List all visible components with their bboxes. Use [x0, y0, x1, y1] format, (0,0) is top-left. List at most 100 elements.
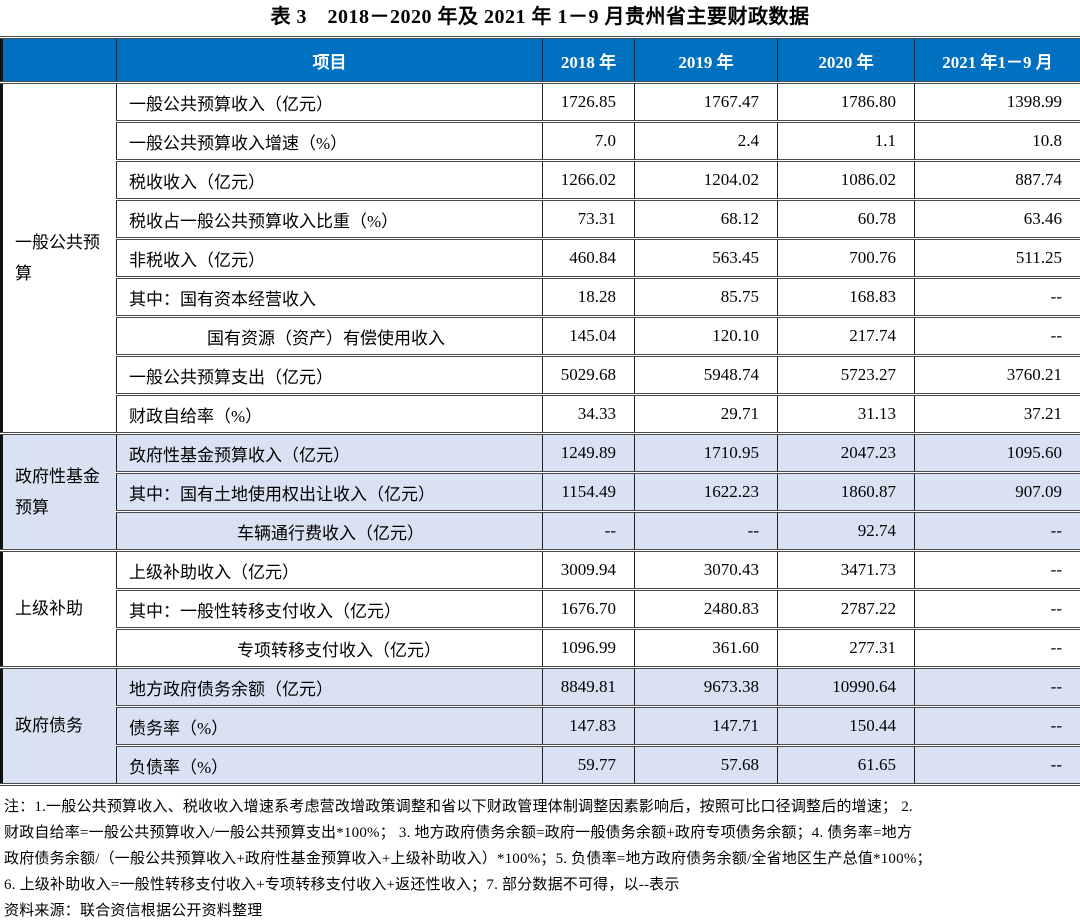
section-label-government-funds: 政府性基金预算	[2, 434, 117, 551]
value-cell: 29.71	[635, 395, 778, 434]
value-cell: 1096.99	[543, 629, 635, 668]
item-cell: 其中：一般性转移支付收入（亿元）	[117, 590, 543, 629]
value-cell: 2480.83	[635, 590, 778, 629]
value-cell: --	[915, 707, 1080, 746]
item-cell: 一般公共预算收入增速（%）	[117, 122, 543, 161]
section-label-superior-subsidy: 上级补助	[2, 551, 117, 668]
value-cell: 10.8	[915, 122, 1080, 161]
item-cell: 一般公共预算收入（亿元）	[117, 83, 543, 122]
item-cell: 一般公共预算支出（亿元）	[117, 356, 543, 395]
value-cell: 563.45	[635, 239, 778, 278]
header-2018: 2018 年	[543, 38, 635, 83]
value-cell: --	[915, 590, 1080, 629]
item-cell: 其中：国有土地使用权出让收入（亿元）	[117, 473, 543, 512]
table-row: 其中：一般性转移支付收入（亿元） 1676.70 2480.83 2787.22…	[2, 590, 1080, 629]
item-cell: 债务率（%）	[117, 707, 543, 746]
value-cell: --	[543, 512, 635, 551]
item-cell: 非税收入（亿元）	[117, 239, 543, 278]
value-cell: 60.78	[778, 200, 915, 239]
value-cell: 2047.23	[778, 434, 915, 473]
table-row: 债务率（%） 147.83 147.71 150.44 --	[2, 707, 1080, 746]
value-cell: 2787.22	[778, 590, 915, 629]
item-cell: 上级补助收入（亿元）	[117, 551, 543, 590]
value-cell: 3070.43	[635, 551, 778, 590]
value-cell: 61.65	[778, 746, 915, 785]
value-cell: 1204.02	[635, 161, 778, 200]
header-item: 项目	[117, 38, 543, 83]
value-cell: 277.31	[778, 629, 915, 668]
value-cell: 147.83	[543, 707, 635, 746]
value-cell: 37.21	[915, 395, 1080, 434]
fiscal-data-table: 项目 2018 年 2019 年 2020 年 2021 年1－9 月 一般公共…	[0, 36, 1080, 786]
table-row: 一般公共预算支出（亿元） 5029.68 5948.74 5723.27 376…	[2, 356, 1080, 395]
value-cell: 1086.02	[778, 161, 915, 200]
section-label-government-debt: 政府债务	[2, 668, 117, 785]
table-row: 政府性基金预算 政府性基金预算收入（亿元） 1249.89 1710.95 20…	[2, 434, 1080, 473]
value-cell: 511.25	[915, 239, 1080, 278]
value-cell: 7.0	[543, 122, 635, 161]
value-cell: 3009.94	[543, 551, 635, 590]
table-row: 政府债务 地方政府债务余额（亿元） 8849.81 9673.38 10990.…	[2, 668, 1080, 707]
value-cell: 85.75	[635, 278, 778, 317]
value-cell: 5948.74	[635, 356, 778, 395]
value-cell: 150.44	[778, 707, 915, 746]
value-cell: 700.76	[778, 239, 915, 278]
value-cell: 68.12	[635, 200, 778, 239]
value-cell: 1249.89	[543, 434, 635, 473]
header-2021: 2021 年1－9 月	[915, 38, 1080, 83]
table-row: 国有资源（资产）有偿使用收入 145.04 120.10 217.74 --	[2, 317, 1080, 356]
item-cell: 其中：国有资本经营收入	[117, 278, 543, 317]
value-cell: 1710.95	[635, 434, 778, 473]
value-cell: 8849.81	[543, 668, 635, 707]
table-row: 上级补助 上级补助收入（亿元） 3009.94 3070.43 3471.73 …	[2, 551, 1080, 590]
value-cell: 9673.38	[635, 668, 778, 707]
value-cell: 361.60	[635, 629, 778, 668]
value-cell: 460.84	[543, 239, 635, 278]
value-cell: 5723.27	[778, 356, 915, 395]
note-line-2: 财政自给率=一般公共预算收入/一般公共预算支出*100%； 3. 地方政府债务余…	[4, 820, 1076, 846]
header-row: 项目 2018 年 2019 年 2020 年 2021 年1－9 月	[2, 38, 1080, 83]
value-cell: 92.74	[778, 512, 915, 551]
value-cell: --	[915, 629, 1080, 668]
value-cell: 31.13	[778, 395, 915, 434]
value-cell: --	[915, 668, 1080, 707]
value-cell: 3471.73	[778, 551, 915, 590]
value-cell: 18.28	[543, 278, 635, 317]
table-row: 税收收入（亿元） 1266.02 1204.02 1086.02 887.74	[2, 161, 1080, 200]
footnotes: 注：1.一般公共预算收入、税收收入增速系考虑营改增政策调整和省以下财政管理体制调…	[0, 786, 1080, 924]
value-cell: 5029.68	[543, 356, 635, 395]
value-cell: 1860.87	[778, 473, 915, 512]
table-row: 一般公共预算收入增速（%） 7.0 2.4 1.1 10.8	[2, 122, 1080, 161]
value-cell: 1266.02	[543, 161, 635, 200]
value-cell: 57.68	[635, 746, 778, 785]
item-cell: 负债率（%）	[117, 746, 543, 785]
header-2019: 2019 年	[635, 38, 778, 83]
value-cell: 1726.85	[543, 83, 635, 122]
value-cell: 73.31	[543, 200, 635, 239]
value-cell: 10990.64	[778, 668, 915, 707]
value-cell: 147.71	[635, 707, 778, 746]
table-row: 其中：国有土地使用权出让收入（亿元） 1154.49 1622.23 1860.…	[2, 473, 1080, 512]
table-row: 专项转移支付收入（亿元） 1096.99 361.60 277.31 --	[2, 629, 1080, 668]
header-corner-cell	[2, 38, 117, 83]
value-cell: 1095.60	[915, 434, 1080, 473]
value-cell: 887.74	[915, 161, 1080, 200]
value-cell: 34.33	[543, 395, 635, 434]
value-cell: 1.1	[778, 122, 915, 161]
table-row: 税收占一般公共预算收入比重（%） 73.31 68.12 60.78 63.46	[2, 200, 1080, 239]
value-cell: --	[915, 512, 1080, 551]
value-cell: 2.4	[635, 122, 778, 161]
table-row: 非税收入（亿元） 460.84 563.45 700.76 511.25	[2, 239, 1080, 278]
value-cell: 907.09	[915, 473, 1080, 512]
value-cell: 1786.80	[778, 83, 915, 122]
table-row: 车辆通行费收入（亿元） -- -- 92.74 --	[2, 512, 1080, 551]
note-line-4: 6. 上级补助收入=一般性转移支付收入+专项转移支付收入+返还性收入；7. 部分…	[4, 872, 1076, 898]
value-cell: 1154.49	[543, 473, 635, 512]
section-label-general-budget: 一般公共预算	[2, 83, 117, 434]
note-line-1: 注：1.一般公共预算收入、税收收入增速系考虑营改增政策调整和省以下财政管理体制调…	[4, 794, 1076, 820]
value-cell: --	[635, 512, 778, 551]
note-line-3: 政府债务余额/（一般公共预算收入+政府性基金预算收入+上级补助收入）*100%；…	[4, 846, 1076, 872]
table-row: 一般公共预算 一般公共预算收入（亿元） 1726.85 1767.47 1786…	[2, 83, 1080, 122]
source-line: 资料来源：联合资信根据公开资料整理	[4, 898, 1076, 924]
